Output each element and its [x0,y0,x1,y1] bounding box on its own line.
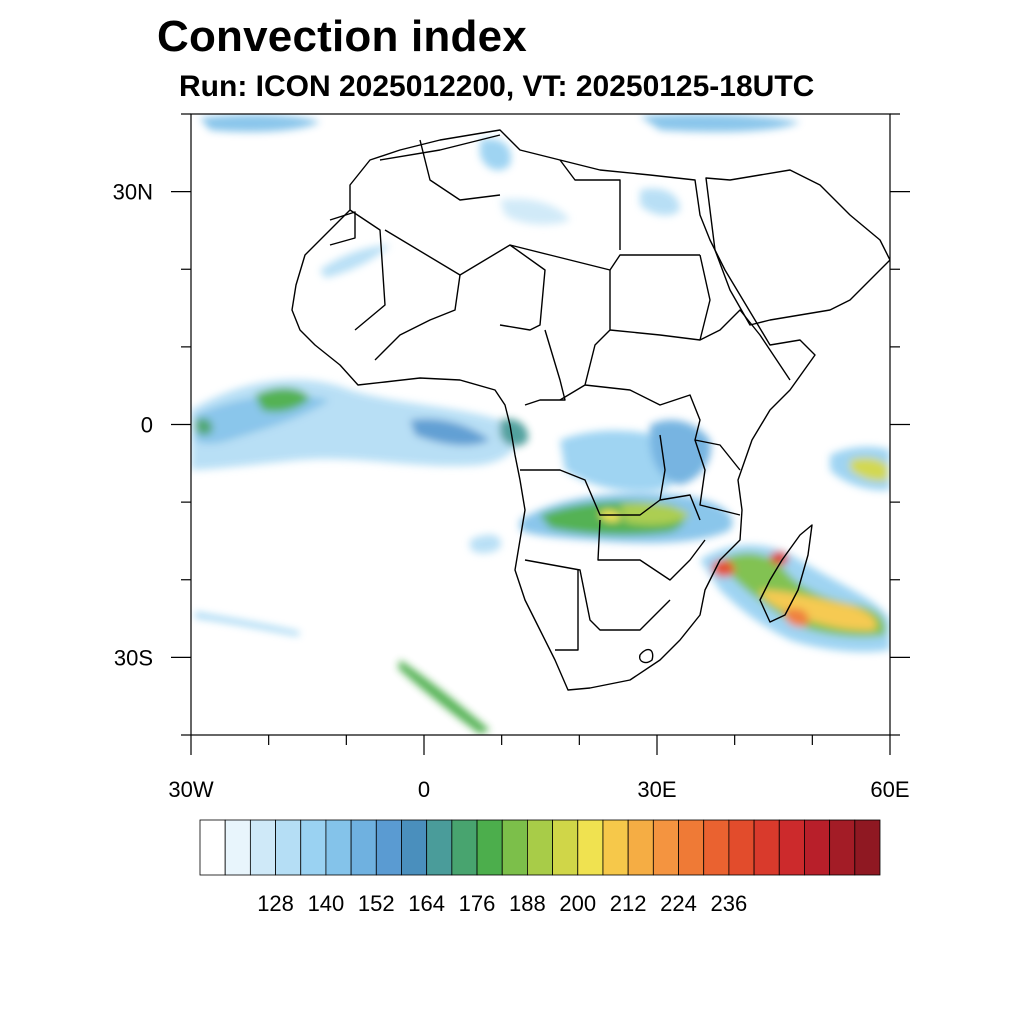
colorbar-swatch [829,819,856,876]
map-axes: 30N 0 30S 30W 0 30E 60E [113,113,910,802]
colorbar-swatch [275,819,302,876]
colorbar-tick-label: 128 [257,891,294,916]
lon-label: 0 [418,777,430,802]
map-title: Convection index [157,12,527,61]
colorbar-tick-label: 164 [408,891,445,916]
colorbar-swatch [501,819,528,876]
colorbar-swatch [552,819,579,876]
colorbar-swatch [451,819,478,876]
colorbar-swatch [249,819,276,876]
colorbar-tick-label: 140 [308,891,345,916]
lat-label: 30N [113,180,153,205]
colorbar-tick-label: 176 [459,891,496,916]
colorbar-tick-label: 200 [559,891,596,916]
colorbar-swatch [602,819,629,876]
colorbar-swatch [652,819,679,876]
colorbar-tick-label: 188 [509,891,546,916]
colorbar-swatch [753,819,780,876]
lon-label: 60E [870,777,909,802]
lon-label: 30E [637,777,676,802]
colorbar-swatch [426,819,453,876]
colorbar-swatch [401,819,428,876]
colorbar-swatch [627,819,654,876]
lat-label: 30S [114,645,153,670]
colorbar-swatch [678,819,705,876]
lat-label: 0 [141,413,153,438]
colorbar: 128 140 152 164 176 188 200 212 224 236 [199,819,881,916]
colorbar-swatch [854,819,881,876]
colorbar-swatch [375,819,402,876]
colorbar-swatch [728,819,755,876]
coastlines [291,129,890,691]
colorbar-swatch [527,819,553,876]
colorbar-swatch [804,819,831,876]
colorbar-swatch [778,819,805,876]
colorbar-tick-label: 212 [610,891,647,916]
colorbar-swatch [325,819,352,876]
colorbar-tick-label: 236 [711,891,748,916]
colorbar-swatch [350,819,377,876]
colorbar-swatch [224,819,251,876]
colorbar-swatch [300,819,327,876]
colorbar-tick-label: 152 [358,891,395,916]
lon-label: 30W [168,777,213,802]
map-subtitle: Run: ICON 2025012200, VT: 20250125-18UTC [179,70,815,103]
colorbar-tick-label: 224 [660,891,697,916]
colorbar-swatch [703,819,730,876]
colorbar-swatch [199,819,226,876]
colorbar-swatch [577,819,604,876]
colorbar-swatch [476,819,503,876]
convection-field [191,114,890,734]
